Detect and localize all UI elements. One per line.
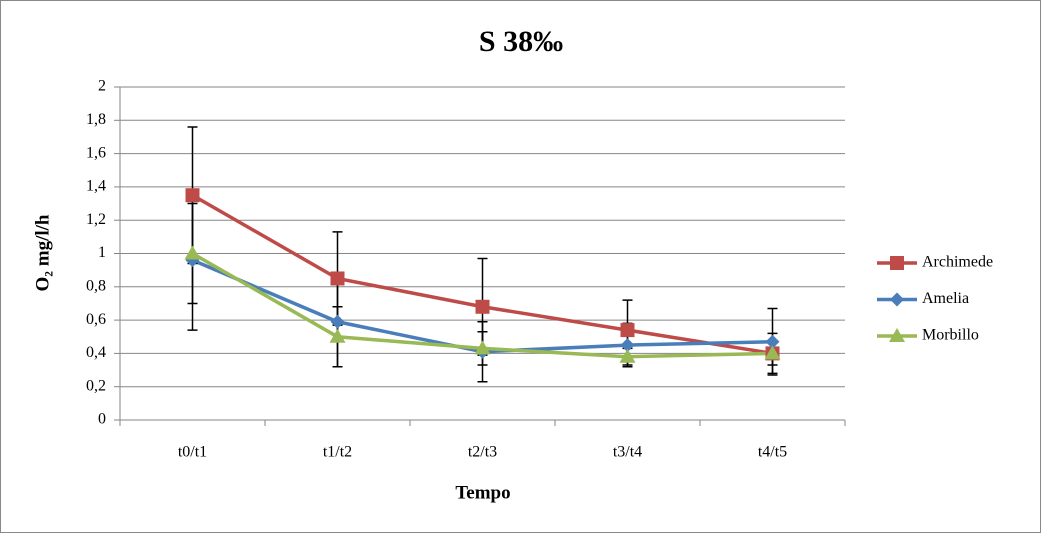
y-tick-label: 0,4 [86,344,106,361]
y-tick-label: 1,4 [86,178,106,195]
x-tick-label: t4/t5 [758,444,787,461]
marker [620,323,635,338]
chart-title: S 38‰ [479,25,563,58]
x-tick-label: t1/t2 [323,444,352,461]
marker [765,334,780,349]
marker [764,345,781,360]
y-tick-label: 0 [98,411,106,428]
x-tick-label: t0/t1 [178,444,207,461]
y-tick-label: 1,8 [86,111,106,128]
y-axis-label: O₂ mg/l/h [32,214,53,291]
marker [330,314,345,329]
marker [619,348,636,363]
y-tick-label: 0,8 [86,277,106,294]
y-tick-label: 0,2 [86,377,106,394]
x-axis-label: Tempo [455,482,510,503]
marker [474,340,491,355]
y-tick-label: 1,6 [86,144,106,161]
marker [330,271,345,286]
x-tick-label: t3/t4 [613,444,642,461]
marker [620,338,635,353]
legend-label: Archimede [922,254,993,271]
y-tick-label: 2 [98,78,106,95]
legend-label: Morbillo [922,327,979,344]
marker [890,292,904,307]
legend-label: Amelia [922,290,969,307]
marker [185,188,200,203]
marker [890,256,904,270]
marker [184,245,201,260]
marker [889,328,905,342]
marker [475,299,490,314]
y-tick-label: 1,2 [86,211,106,228]
y-tick-label: 1 [98,244,106,261]
y-tick-label: 0,6 [86,311,106,328]
x-tick-label: t2/t3 [468,444,497,461]
marker [329,328,346,343]
